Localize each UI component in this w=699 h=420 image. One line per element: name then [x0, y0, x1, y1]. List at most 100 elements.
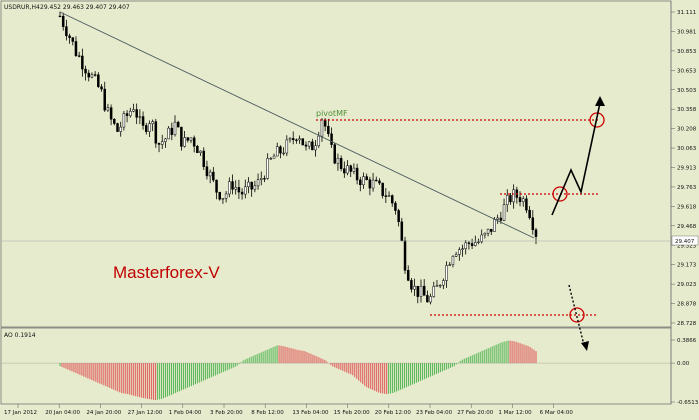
candle-body — [106, 107, 110, 111]
candle-body — [269, 158, 273, 160]
candle-body — [291, 138, 295, 141]
candle-body — [93, 74, 97, 76]
ao-tick-label: -0.6513 — [677, 400, 699, 406]
candle-body — [122, 113, 126, 128]
candle-body — [454, 254, 458, 257]
candle-body — [247, 181, 250, 188]
candle-body — [228, 181, 231, 195]
time-tick-label: 27 Jan 12:00 — [128, 410, 163, 416]
ao-tick-label: 0.00 — [677, 361, 690, 367]
candle-body — [234, 187, 237, 190]
ao-axis: 0.3866 0.00 -0.6513 — [671, 338, 699, 406]
candle-body — [275, 146, 279, 157]
candle-body — [413, 285, 416, 290]
time-tick-label: 23 Feb 04:00 — [416, 410, 453, 416]
chart-title-values: 29.452 29.463 29.407 29.407 — [40, 4, 130, 11]
arrow-up-icon — [595, 96, 605, 106]
time-tick-label: 27 Feb 20:00 — [457, 410, 494, 416]
candle-body — [502, 204, 506, 221]
candle-body — [320, 119, 324, 137]
candle-body — [445, 265, 448, 281]
candle-body — [518, 197, 522, 203]
breakout-circle — [552, 186, 568, 202]
candle-body — [311, 141, 314, 151]
candle-body — [521, 198, 525, 203]
candle-body — [151, 121, 154, 124]
candle-body — [387, 195, 391, 197]
candle-body — [231, 181, 234, 190]
candle-body — [432, 286, 436, 297]
candle-body — [333, 144, 336, 164]
candle-body — [486, 228, 490, 234]
chart-title-symbol: USDRUR,H4 — [4, 4, 40, 11]
candle-body — [295, 139, 298, 141]
ao-tick-label: 0.3866 — [677, 338, 697, 344]
candle-body — [192, 137, 196, 147]
candle-body — [470, 243, 474, 246]
candle-body — [474, 242, 477, 246]
candle-body — [279, 146, 282, 154]
candle-body — [429, 296, 432, 303]
candle-body — [451, 256, 455, 266]
candle-body — [378, 180, 381, 184]
candle-body — [84, 68, 87, 74]
candle-body — [224, 193, 228, 199]
candle-body — [237, 187, 241, 193]
candle-body — [97, 74, 100, 87]
candle-body — [467, 242, 471, 244]
candle-body — [263, 178, 266, 180]
candle-body — [282, 152, 285, 155]
time-tick-label: 15 Feb 20:00 — [334, 410, 371, 416]
candle-body — [394, 202, 397, 211]
current-price-label: 29.407 — [675, 239, 695, 245]
candle-body — [132, 109, 135, 112]
price-tick-label: 29.323 — [677, 243, 697, 249]
candle-body — [458, 249, 461, 255]
price-tick-label: 30.853 — [677, 49, 697, 55]
candle-body — [103, 88, 106, 111]
candle-body — [365, 176, 368, 180]
candle-body — [189, 137, 193, 141]
candle-body — [403, 240, 407, 271]
candle-body — [266, 158, 269, 179]
price-axis: 31.111 30.981 30.853 30.653 30.503 30.358 30.2… — [671, 10, 697, 327]
candle-body — [435, 285, 439, 287]
candle-body — [317, 135, 321, 146]
candle-body — [218, 192, 221, 200]
time-tick-label: 20 Feb 12:00 — [375, 410, 412, 416]
candle-body — [362, 176, 365, 186]
candle-body — [221, 198, 225, 200]
candle-body — [330, 133, 333, 145]
candle-body — [410, 280, 413, 290]
candle-body — [183, 137, 186, 147]
candle-body — [406, 270, 410, 281]
candle-body — [244, 186, 247, 195]
candle-body — [416, 285, 420, 297]
candle-body — [125, 113, 129, 116]
candle-body — [480, 234, 483, 243]
candle-body — [138, 116, 142, 118]
candle-body — [116, 123, 119, 132]
candle-body — [419, 285, 423, 297]
time-tick-label: 13 Feb 04:00 — [292, 410, 329, 416]
candle-body — [496, 217, 499, 220]
candle-body — [307, 141, 311, 147]
price-tick-label: 30.653 — [677, 68, 697, 74]
candle-body — [135, 109, 138, 118]
price-tick-label: 30.981 — [677, 29, 696, 35]
candle-body — [109, 107, 113, 120]
candle-body — [253, 185, 257, 190]
candle-body — [119, 126, 122, 132]
candle-body — [176, 121, 180, 128]
candle-body — [71, 37, 75, 42]
trendline[interactable] — [59, 11, 535, 239]
candle-body — [250, 181, 253, 190]
candle-body — [301, 138, 305, 146]
candle-body — [509, 195, 512, 203]
price-tick-label: 29.913 — [677, 166, 697, 172]
candle-body — [68, 35, 71, 38]
candle-body — [164, 138, 167, 142]
candle-body — [167, 127, 170, 140]
indicator-title: AO 0.1914 — [4, 332, 36, 339]
